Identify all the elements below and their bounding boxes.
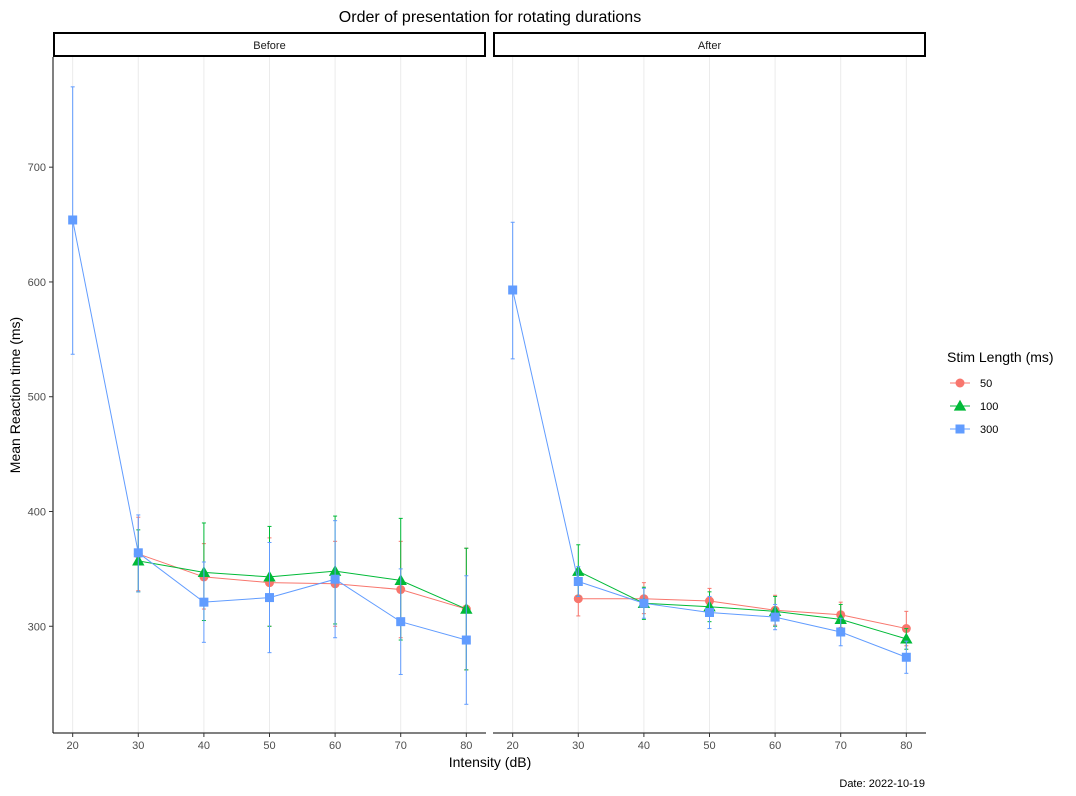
series-line [138,553,467,610]
series-line [138,560,467,610]
marker-square [836,627,846,637]
chart-title: Order of presentation for rotating durat… [339,9,641,26]
x-tick-label: 30 [572,740,584,752]
series-300 [68,86,471,705]
x-tick-label: 50 [263,740,275,752]
legend-label: 100 [980,401,998,413]
marker-triangle [900,632,913,644]
panel-before: Before 20 30 40 50 60 70 80 [53,32,486,752]
marker-square [705,607,714,617]
series-100 [132,515,473,671]
x-tick-label: 70 [835,740,847,752]
marker-square [901,652,911,662]
y-axis: 300 400 500 600 700 [28,57,54,733]
facet-strip-label: After [698,40,722,52]
series-50 [133,516,471,671]
facet-strip-label: Before [253,40,285,52]
panel-after: After 20 30 40 50 60 70 80 [493,32,926,752]
marker-square [639,598,649,608]
marker-square [68,215,78,225]
y-tick-label: 300 [28,621,46,633]
marker-square [265,593,274,603]
marker-triangle [953,399,967,411]
marker-square [396,617,406,627]
marker-square [330,574,340,584]
x-tick-label: 60 [329,740,341,752]
legend-title: Stim Length (ms) [947,349,1054,365]
x-tick-label: 20 [507,740,519,752]
y-tick-label: 600 [28,277,46,289]
series-300 [508,221,911,674]
legend-item-300: 300 [950,424,998,436]
marker-square [133,548,143,558]
x-tick-label: 80 [460,740,472,752]
marker-square [955,424,965,434]
legend-label: 50 [980,378,992,390]
legend-item-50: 50 [950,378,992,390]
x-tick-label: 20 [67,740,79,752]
series-100 [572,544,913,650]
series-50 [573,581,911,647]
marker-square [199,597,209,607]
legend-item-100: 100 [950,399,998,413]
facet-strip [53,32,486,57]
y-tick-label: 400 [28,506,46,518]
x-tick-label: 50 [703,740,715,752]
legend-label: 300 [980,424,998,436]
x-tick-label: 70 [395,740,407,752]
x-tick-label: 80 [900,740,912,752]
x-tick-label: 60 [769,740,781,752]
marker-square [461,635,471,645]
x-tick-label: 30 [132,740,144,752]
marker-square [573,577,583,587]
y-tick-label: 500 [28,392,46,404]
y-tick-label: 700 [28,162,46,174]
series-line [578,598,907,630]
legend: Stim Length (ms) 50 100 300 [947,349,1054,436]
y-axis-label: Mean Reaction time (ms) [7,317,23,473]
x-axis-label: Intensity (dB) [449,754,531,770]
marker-square [770,612,780,622]
x-tick-label: 40 [198,740,210,752]
facet-strip [493,32,926,57]
marker-circle [573,594,583,604]
marker-square [508,285,518,295]
series-line [578,570,907,640]
x-tick-label: 40 [638,740,650,752]
caption-date: Date: 2022-10-19 [839,778,925,790]
marker-circle [955,378,965,388]
